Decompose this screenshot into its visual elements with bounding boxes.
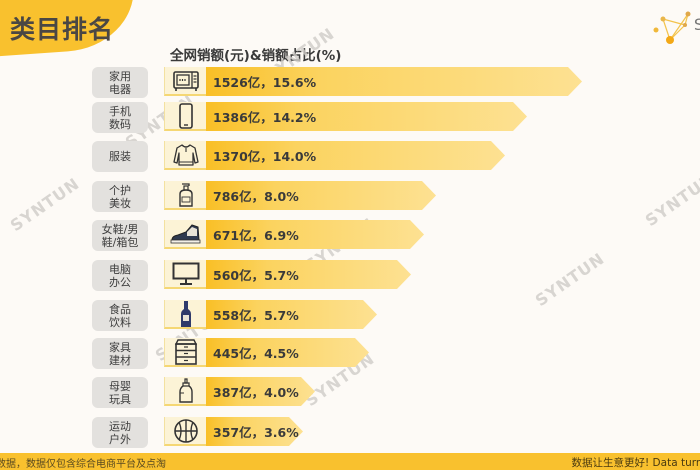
- network-logo-icon: [653, 11, 691, 44]
- chart-title: 全网销额(元)&销额占比(%): [170, 48, 342, 64]
- data-label: 357亿，3.6%: [213, 425, 299, 440]
- category-icon-box: [164, 260, 206, 289]
- category-label: 女鞋/男 鞋/箱包: [92, 220, 148, 251]
- category-label: 手机 数码: [92, 102, 148, 133]
- data-label: 558亿，5.7%: [213, 308, 299, 323]
- chart-row: 家具 建材 445亿，4.5%: [0, 338, 700, 369]
- data-label: 445亿，4.5%: [213, 346, 299, 361]
- category-label: 家具 建材: [92, 338, 148, 369]
- chart-row: 电脑 办公 560亿，5.7%: [0, 260, 700, 291]
- data-label: 1386亿，14.2%: [213, 110, 317, 125]
- chart-row: 食品 饮料 558亿，5.7%: [0, 300, 700, 331]
- category-icon-box: [164, 141, 206, 170]
- smartphone-icon: [178, 102, 193, 129]
- category-label: 运动 户外: [92, 417, 148, 448]
- category-label: 食品 饮料: [92, 300, 148, 331]
- chart-row: 女鞋/男 鞋/箱包 671亿，6.9%: [0, 220, 700, 251]
- syntun-logo: S: [650, 4, 700, 44]
- baby-bottle-icon: [178, 377, 193, 403]
- category-icon-box: [164, 377, 206, 406]
- chart-row: 手机 数码 1386亿，14.2%: [0, 102, 700, 133]
- monitor-icon: [172, 262, 199, 285]
- value-bar: [206, 102, 527, 131]
- footer-bar: 数据，数据仅包含综合电商平台及点淘 数据让生意更好! Data turns: [0, 453, 700, 470]
- category-icon-box: [164, 67, 206, 96]
- data-label: 1526亿，15.6%: [213, 75, 317, 90]
- value-bar: [206, 417, 303, 446]
- value-bar: [206, 377, 315, 406]
- category-icon-box: [164, 102, 206, 131]
- chart-row: 个护 美妆 786亿，8.0%: [0, 181, 700, 212]
- data-label: 387亿，4.0%: [213, 385, 299, 400]
- chart-row: 服装 1370亿，14.0%: [0, 141, 700, 172]
- data-label: 671亿，6.9%: [213, 228, 299, 243]
- drawer-cabinet-icon: [174, 338, 197, 365]
- value-bar: [206, 220, 424, 249]
- data-label: 560亿，5.7%: [213, 268, 299, 283]
- value-bar: [206, 141, 505, 170]
- data-label: 786亿，8.0%: [213, 189, 299, 204]
- chart-row: 运动 户外 357亿，3.6%: [0, 417, 700, 448]
- sneaker-icon: [170, 223, 200, 243]
- category-icon-box: [164, 338, 206, 367]
- value-bar: [206, 300, 377, 329]
- category-label: 家用 电器: [92, 67, 148, 98]
- footer-slogan: 数据让生意更好! Data turns: [571, 457, 700, 469]
- footer-note: 数据，数据仅包含综合电商平台及点淘: [0, 459, 166, 470]
- category-label: 服装: [92, 141, 148, 172]
- basketball-icon: [173, 418, 198, 443]
- value-bar: [206, 260, 411, 289]
- logo-text: S: [693, 15, 700, 34]
- bottle-icon: [180, 300, 191, 327]
- lotion-pump-icon: [178, 182, 193, 207]
- category-icon-box: [164, 300, 206, 329]
- value-bar: [206, 181, 436, 210]
- chart-row: 家用 电器 1526亿，15.6%: [0, 67, 700, 98]
- page-title: 类目排名: [10, 15, 115, 44]
- chart-row: 母婴 玩具 387亿，4.0%: [0, 377, 700, 408]
- category-icon-box: [164, 181, 206, 210]
- category-icon-box: [164, 417, 206, 446]
- category-icon-box: [164, 220, 206, 249]
- value-bar: [206, 67, 582, 96]
- value-bar: [206, 338, 369, 367]
- data-label: 1370亿，14.0%: [213, 149, 317, 164]
- category-label: 个护 美妆: [92, 181, 148, 212]
- microwave-icon: [172, 70, 199, 91]
- sweater-icon: [172, 143, 199, 166]
- category-label: 母婴 玩具: [92, 377, 148, 408]
- category-label: 电脑 办公: [92, 260, 148, 291]
